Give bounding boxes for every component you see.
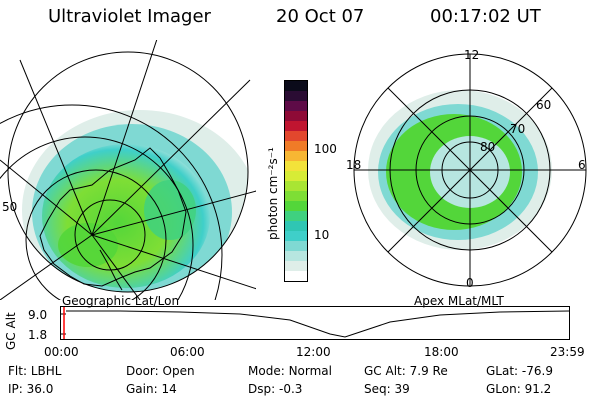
colorbar-band [285, 201, 307, 211]
colorbar-tick-100: 100 [314, 142, 337, 156]
mlat-label-80: 80 [480, 140, 496, 154]
graticule [0, 40, 256, 300]
frame-circle [7, 51, 249, 293]
tick-0600: 06:00 [170, 345, 205, 359]
colorbar-band [285, 151, 307, 161]
tick-0000: 00:00 [44, 345, 79, 359]
timeline-ymax: 9.0 [28, 308, 48, 322]
gain-label: Gain: [126, 382, 158, 396]
colorbar-band [285, 241, 307, 251]
mlat-label-60: 60 [536, 98, 552, 112]
dsp-value: -0.3 [278, 382, 303, 396]
instrument-title: Ultraviolet Imager [48, 6, 211, 27]
ip-value: 36.0 [26, 382, 54, 396]
door-label: Door: [126, 364, 159, 378]
filter-value: LBHL [30, 364, 62, 378]
colorbar-band [285, 191, 307, 201]
colorbar-band [285, 141, 307, 151]
mode-info: Mode: Normal [248, 364, 332, 378]
timeline-ymin: 1.8 [28, 328, 48, 342]
door-info: Door: Open [126, 364, 195, 378]
colorbar-band [285, 271, 307, 281]
glat-value: -76.9 [521, 364, 553, 378]
glat-label: GLat: [486, 364, 519, 378]
dsp-label: Dsp: [248, 382, 276, 396]
colorbar-band [285, 181, 307, 191]
dsp-info: Dsp: -0.3 [248, 382, 302, 396]
colorbar-band [285, 171, 307, 181]
colorbar-band [285, 81, 307, 91]
gain-info: Gain: 14 [126, 382, 177, 396]
colorbar-band [285, 221, 307, 231]
colorbar-band [285, 91, 307, 101]
colorbar [284, 80, 308, 282]
tick-2359: 23:59 [550, 345, 585, 359]
mlt-label-18: 18 [346, 158, 362, 172]
colorbar-band [285, 121, 307, 131]
gain-value: 14 [161, 382, 177, 396]
ip-info: IP: 36.0 [8, 382, 53, 396]
ip-label: IP: [8, 382, 23, 396]
colorbar-tick-10: 10 [314, 228, 330, 242]
tick-1800: 18:00 [424, 345, 459, 359]
geographic-image-panel [0, 40, 256, 300]
colorbar-band [285, 261, 307, 271]
gcalt-value: 7.9 Re [409, 364, 448, 378]
glon-value: 91.2 [524, 382, 552, 396]
magnetic-image-panel [342, 42, 598, 298]
seq-info: Seq: 39 [364, 382, 410, 396]
right-panel-caption: Apex MLat/MLT [414, 294, 504, 308]
mlat-label-70: 70 [510, 122, 526, 136]
glon-info: GLon: 91.2 [486, 382, 551, 396]
coastline [39, 147, 187, 287]
gcalt-label: GC Alt: [364, 364, 406, 378]
colorbar-band [285, 251, 307, 261]
mode-value: Normal [288, 364, 332, 378]
glat-info: GLat: -76.9 [486, 364, 553, 378]
glon-label: GLon: [486, 382, 521, 396]
time-label: 00:17:02 UT [430, 6, 541, 27]
colorbar-band [285, 111, 307, 121]
mlt-label-12: 12 [464, 48, 480, 62]
colorbar-band [285, 101, 307, 111]
altitude-timeline [60, 306, 570, 340]
colorbar-band [285, 231, 307, 241]
mlt-label-0: 0 [466, 276, 474, 290]
tick-1200: 12:00 [296, 345, 331, 359]
gcalt-info: GC Alt: 7.9 Re [364, 364, 448, 378]
timeline-ylabel: GC Alt [4, 312, 18, 350]
colorbar-band [285, 131, 307, 141]
altitude-curve [66, 310, 570, 338]
seq-value: 39 [394, 382, 410, 396]
mlat-grid [353, 53, 587, 287]
colorbar-band [285, 211, 307, 221]
filter-info: Flt: LBHL [8, 364, 61, 378]
colorbar-unit-label: photon cm⁻²s⁻¹ [266, 147, 280, 240]
mlt-label-6: 6 [578, 158, 586, 172]
mode-label: Mode: [248, 364, 285, 378]
seq-label: Seq: [364, 382, 391, 396]
door-value: Open [162, 364, 195, 378]
latitude-label: 50 [2, 200, 18, 214]
left-panel-caption: Geographic Lat/Lon [62, 294, 180, 308]
filter-label: Flt: [8, 364, 27, 378]
date-label: 20 Oct 07 [276, 6, 365, 27]
colorbar-band [285, 161, 307, 171]
